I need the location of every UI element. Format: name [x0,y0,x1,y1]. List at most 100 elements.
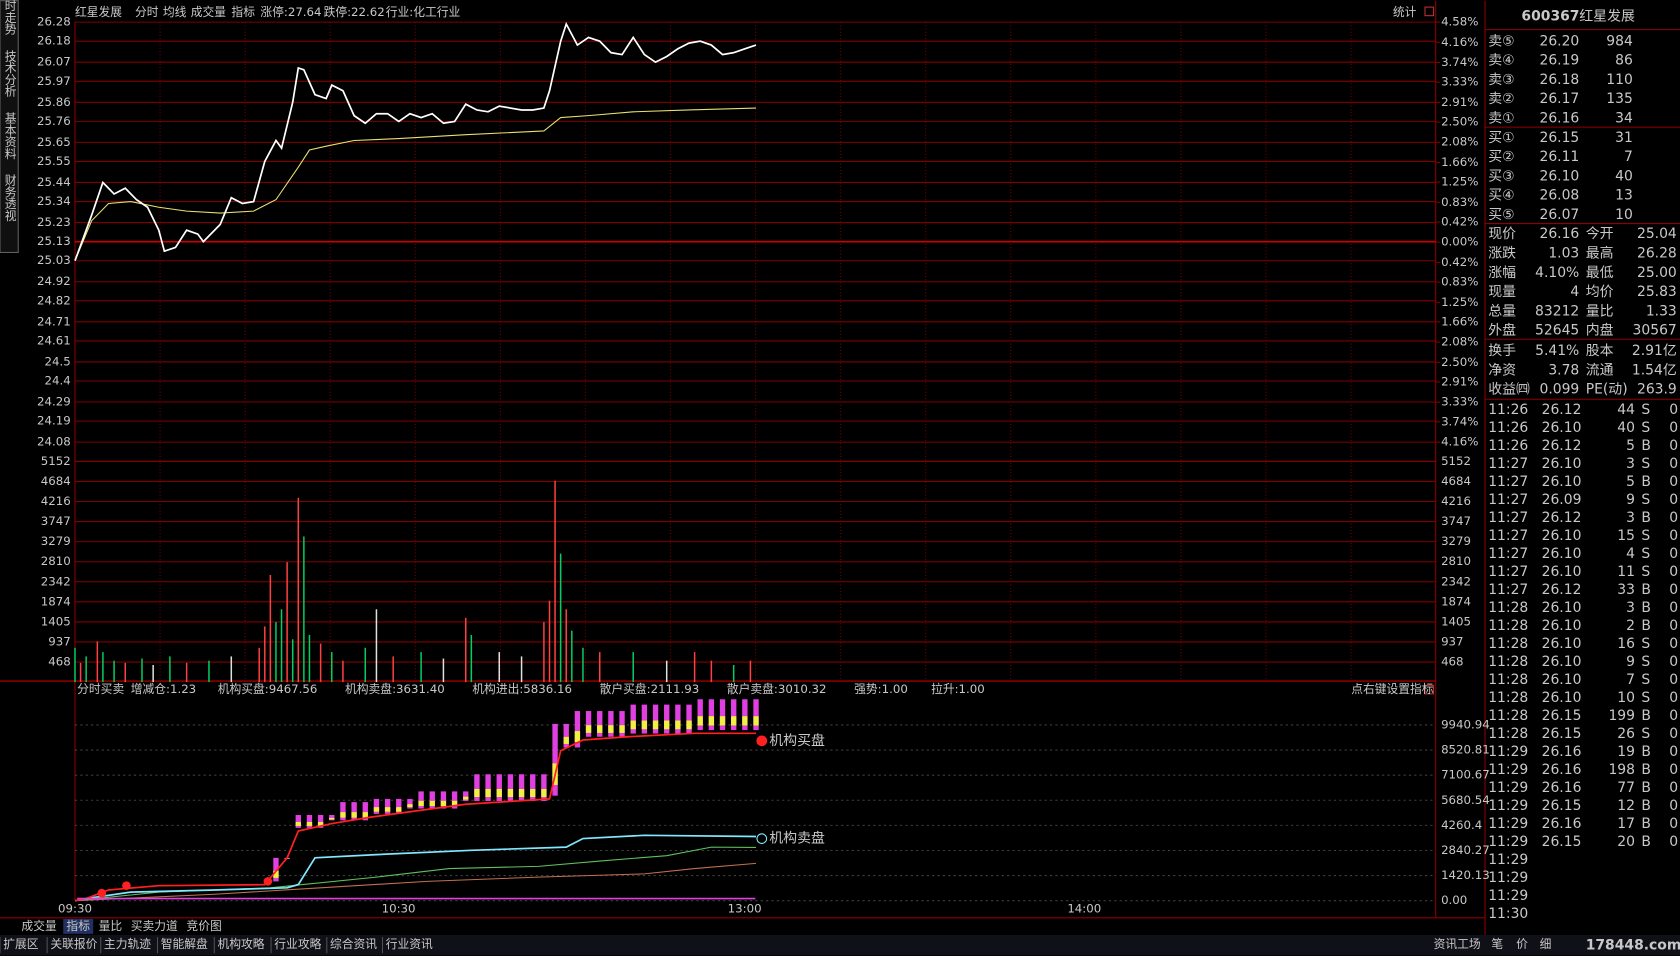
label: 26.15 [1542,708,1582,724]
side-tab[interactable]: 分时走势 [3,0,17,35]
label: S [1641,726,1650,742]
label: 3 [1626,510,1635,526]
tab[interactable]: 机构攻略 [218,937,265,951]
tab[interactable]: 主力轨迹 [104,937,151,951]
label: 26.16 [1542,744,1582,760]
tab[interactable]: 综合资讯 [330,937,377,951]
tab[interactable]: 智能解盘 [161,937,208,951]
tab[interactable]: 行业攻略 [274,937,321,951]
label: 0 [1669,816,1678,832]
tab[interactable]: 竞价图 [186,919,221,933]
label: 换手 [1488,342,1516,359]
label: 11:26 [1488,402,1528,418]
y-tick-label: 1874 [41,594,71,608]
indicator-bar [541,774,547,802]
label: 600367 [1521,9,1579,25]
label: 总量 [1488,303,1516,319]
y-tick-label: 24.71 [37,314,71,328]
y-tick-label: 9940.94 [1441,717,1490,731]
label: 行业:化工行业 [386,5,461,19]
side-tab[interactable]: 财务透视 [3,174,17,222]
tab[interactable]: 价 [1516,937,1528,951]
y-tick-label: 26.18 [37,34,71,48]
indicator-bar-base [675,720,681,730]
charts: 26.28 26.18 26.07 25.97 25.86 25.76 25.65 25.55… [37,15,1490,908]
label: 26.10 [1542,546,1582,562]
label: 涨幅 [1488,265,1516,281]
indicator-bar-base [429,800,435,806]
tab[interactable]: 成交量 [21,919,57,933]
label: S [1641,654,1650,670]
label: 26.19 [1539,53,1579,69]
indicator-bar [317,814,324,828]
label: 11:28 [1488,654,1528,670]
tab[interactable]: 资讯工场 [1434,937,1481,951]
label: 4.10% [1535,265,1579,281]
tab[interactable]: 细 [1540,937,1552,951]
tab[interactable]: 指标 [231,5,255,19]
tab[interactable]: 扩展区 [3,937,39,951]
y2-tick-label: 0.42% [1441,215,1478,229]
side-tab[interactable]: 基本资料 [3,112,17,160]
tab[interactable]: 量比 [99,919,123,933]
label: B [1641,600,1651,616]
indicator-bar-base [574,731,581,743]
status-bar [0,934,1680,956]
y2-tick-label: 2.50% [1441,355,1478,369]
y-tick-label: 25.86 [37,95,71,109]
label: 11:28 [1488,636,1528,652]
indicator-bar [585,711,592,737]
x-tick-label: 13:00 [728,902,762,916]
indicator-bar [731,699,737,731]
tab[interactable]: 买卖力道 [131,919,178,933]
tab[interactable]: 笔 [1491,937,1503,951]
indicator-bar [485,774,491,802]
tab[interactable]: 关联报价 [50,937,97,951]
y-tick-label: 2810 [41,554,71,568]
tab[interactable]: 指标 [66,919,90,933]
y-tick-label: 937 [48,634,70,648]
label: 263.9 [1637,382,1677,398]
tab[interactable]: 均线 [163,5,187,19]
label: S [1641,690,1650,706]
label: 86 [1615,53,1633,69]
label: B [1641,618,1651,634]
label: 0 [1669,690,1678,706]
label: 1.33 [1646,303,1677,319]
indicator-bar-base [463,796,469,800]
y-tick-label-right: 4216 [1441,494,1471,508]
label: 11:27 [1488,492,1528,508]
label: 13 [1615,188,1633,204]
tab[interactable]: 分时 [135,5,159,19]
window-btn[interactable] [1424,6,1435,17]
tab-active [63,918,94,934]
indicator-bar [686,704,692,734]
label: 0 [1669,834,1678,850]
label: 135 [1606,91,1633,107]
label: 26.20 [1539,33,1579,49]
label: 26.07 [1539,207,1579,223]
button[interactable]: 统计 [1393,5,1417,19]
indicator-bar-base [329,817,335,820]
label: 26.10 [1539,168,1579,184]
y-tick-label: 468 [48,655,70,669]
tab[interactable]: 行业资讯 [386,937,433,951]
label: 11:28 [1488,708,1528,724]
indicator-bar [396,798,402,814]
window-btn[interactable] [1424,684,1435,695]
side-tab[interactable]: 技术分析 [3,50,17,98]
indicator-bar [440,791,447,809]
indicator-bar [574,711,581,748]
tab[interactable]: 成交量 [191,5,227,19]
y-tick-label-right: 5152 [1441,454,1471,468]
label: 5 [1626,474,1635,490]
indicator-bar-base [608,725,614,733]
indicator-bar-base [306,822,313,826]
label: 0 [1669,654,1678,670]
label: 1.54亿 [1632,362,1677,378]
label: 198 [1608,762,1635,778]
label: 9 [1626,654,1635,670]
indicator-bar [619,711,625,737]
y-tick-label: 26.28 [37,15,71,29]
y-tick-label-right: 3279 [1441,534,1471,548]
